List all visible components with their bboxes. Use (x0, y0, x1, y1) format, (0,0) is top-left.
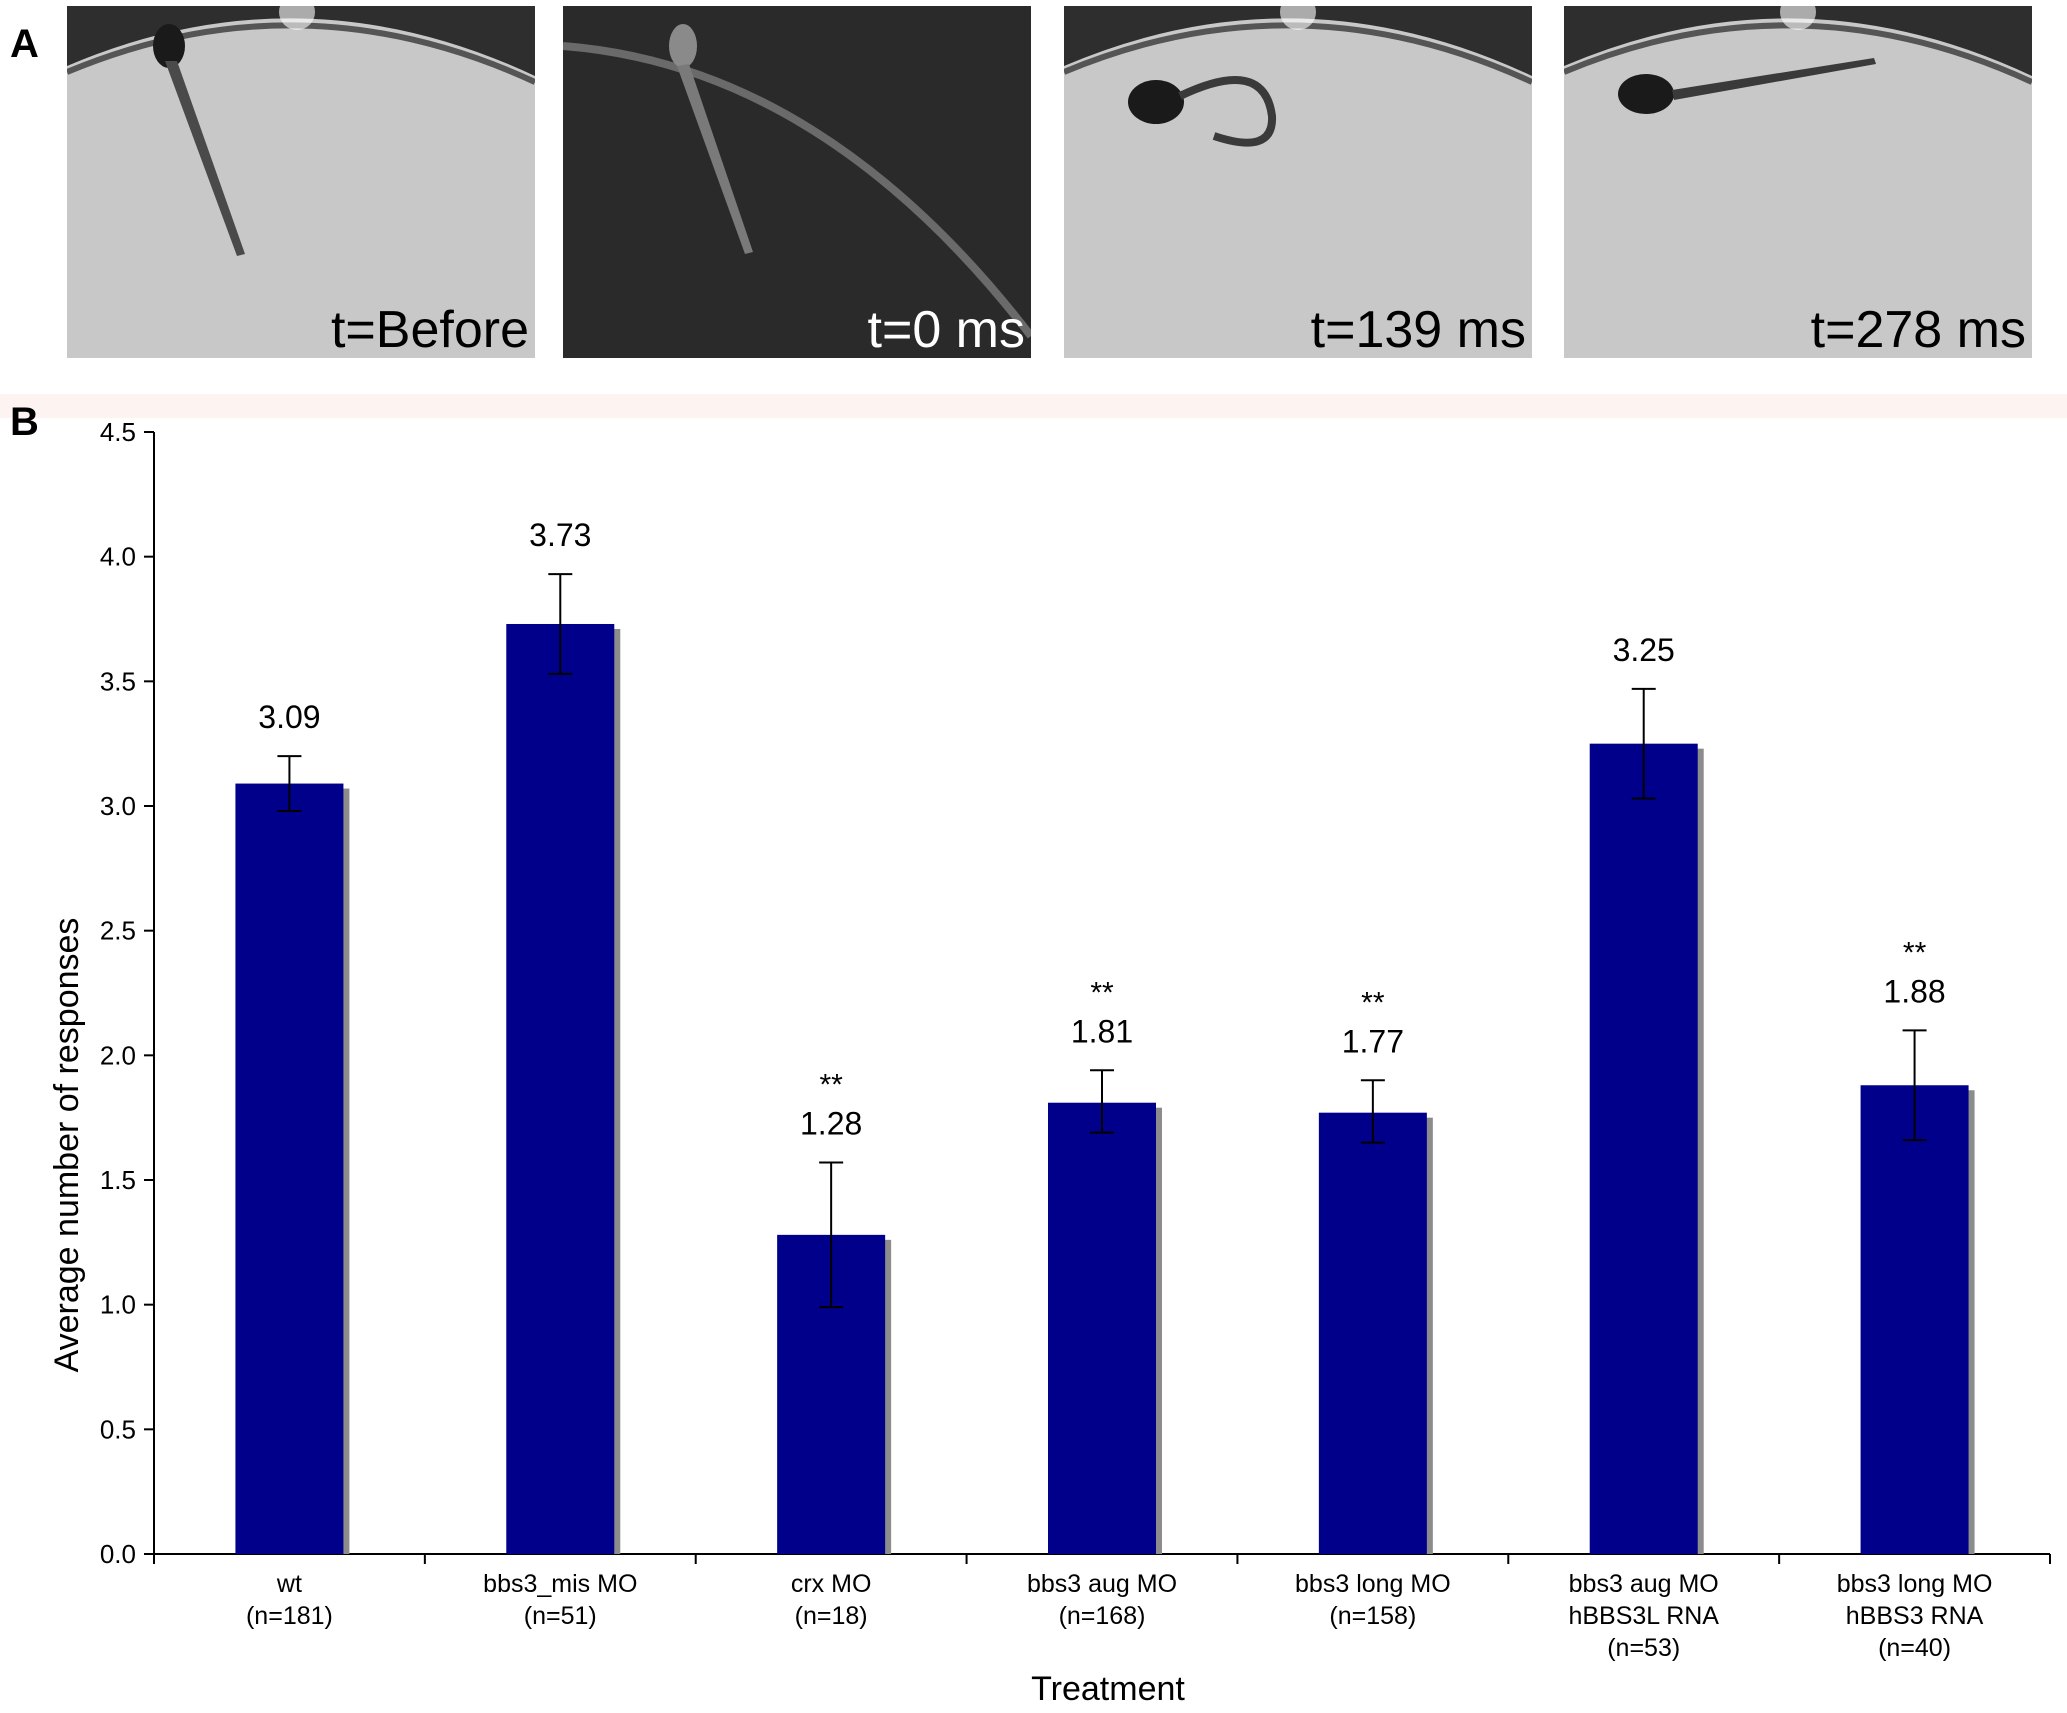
panel-divider (0, 394, 2067, 418)
significance-marker: ** (1903, 936, 1927, 969)
category-label: (n=53) (1607, 1634, 1680, 1662)
category-label: bbs3_mis MO (483, 1570, 637, 1598)
frame-time-label: t=0 ms (867, 301, 1026, 358)
larva-frame-illustration (67, 6, 535, 358)
y-axis-title: Average number of responses (48, 918, 86, 1373)
category-label: (n=181) (246, 1602, 333, 1630)
bar-chart: 0.0 0.5 1.0 1.5 2.0 2.5 3.0 3.5 4.0 4.5 wt (n=181)… (48, 417, 2051, 1708)
significance-marker: ** (819, 1069, 843, 1102)
category-label: bbs3 aug MO (1027, 1570, 1177, 1598)
frame-time-label: t=139 ms (1310, 301, 1526, 358)
category-label: (n=40) (1878, 1634, 1951, 1662)
y-tick-label: 2.0 (100, 1040, 136, 1070)
bar (1589, 743, 1698, 1554)
y-tick-label: 4.5 (100, 417, 136, 447)
y-tick-label: 4.0 (100, 542, 136, 572)
category-label: (n=18) (795, 1602, 868, 1630)
value-label: 1.28 (800, 1106, 862, 1142)
larva-frame-illustration (1064, 6, 1532, 358)
significance-marker: ** (1361, 986, 1385, 1019)
data-labels: 3.09 3.73 1.28 ** 1.81 ** 1.77 ** 3.25 1.88 ** (258, 517, 1945, 1141)
category-label: bbs3 aug MO (1569, 1570, 1719, 1598)
larva-frame-illustration (1564, 6, 2032, 358)
category-label: (n=168) (1059, 1602, 1146, 1630)
panel-label-a: A (10, 22, 39, 66)
x-axis: wt (n=181) bbs3_mis MO (n=51) crx MO (n=18) bb… (153, 1553, 2051, 1662)
bar (1048, 1102, 1156, 1554)
value-label: 3.73 (529, 517, 591, 553)
bars (235, 573, 1975, 1554)
y-tick-label: 0.5 (100, 1414, 136, 1444)
y-tick-label: 3.5 (100, 666, 136, 696)
value-label: 1.77 (1342, 1023, 1404, 1059)
category-label: crx MO (791, 1570, 872, 1598)
y-tick-label: 1.0 (100, 1290, 136, 1320)
y-tick-label: 0.0 (100, 1539, 136, 1569)
larva-frame-illustration (563, 6, 1031, 358)
y-tick-label: 1.5 (100, 1165, 136, 1195)
category-label: hBBS3L RNA (1568, 1602, 1719, 1630)
bar (235, 783, 344, 1554)
category-label: bbs3 long MO (1837, 1570, 1993, 1598)
value-label: 1.81 (1071, 1013, 1133, 1049)
value-label: 3.09 (258, 699, 320, 735)
frame-time-label: t=278 ms (1810, 301, 2026, 358)
video-frame-before: t=Before (67, 6, 535, 358)
bar (1318, 1112, 1427, 1554)
value-label: 3.25 (1613, 632, 1675, 668)
significance-marker: ** (1090, 976, 1114, 1009)
value-label: 1.88 (1883, 973, 1945, 1009)
video-frame-t0: t=0 ms (563, 6, 1031, 358)
y-axis: 0.0 0.5 1.0 1.5 2.0 2.5 3.0 3.5 4.0 4.5 (100, 417, 155, 1569)
category-label: (n=51) (524, 1602, 597, 1630)
category-label: bbs3 long MO (1295, 1570, 1451, 1598)
bar (1860, 1085, 1969, 1554)
x-axis-title: Treatment (1031, 1670, 1185, 1708)
y-tick-label: 2.5 (100, 916, 136, 946)
panel-label-b: B (10, 400, 39, 444)
video-frame-t139: t=139 ms (1064, 6, 1532, 358)
video-frame-t278: t=278 ms (1564, 6, 2032, 358)
category-label: wt (276, 1570, 302, 1598)
category-label: (n=158) (1329, 1602, 1416, 1630)
category-label: hBBS3 RNA (1846, 1602, 1984, 1630)
bar (506, 623, 615, 1554)
y-tick-label: 3.0 (100, 791, 136, 821)
frame-time-label: t=Before (330, 301, 529, 358)
